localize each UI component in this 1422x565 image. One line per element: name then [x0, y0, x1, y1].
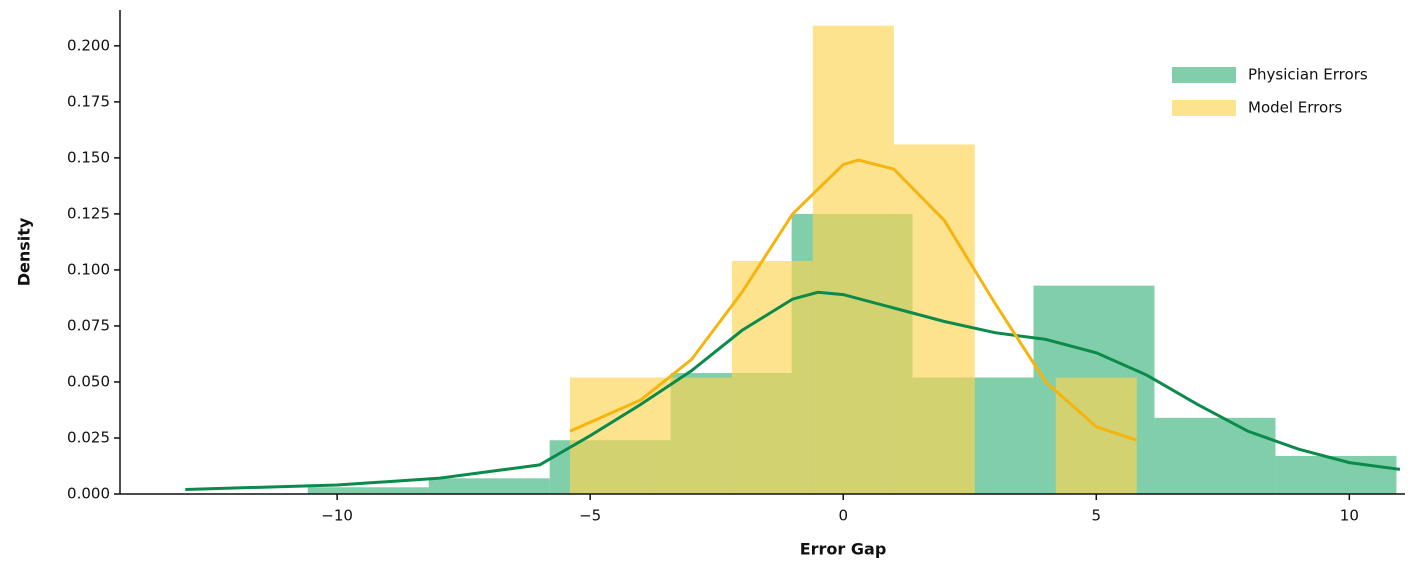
- y-tick-label: 0.075: [67, 316, 110, 334]
- y-tick-label: 0.025: [67, 428, 110, 446]
- histogram-bar: [731, 260, 813, 494]
- histogram-bar: [650, 377, 732, 494]
- y-tick-label: 0.100: [67, 260, 110, 278]
- x-tick-label: −5: [579, 507, 601, 525]
- histogram-bar: [307, 487, 429, 494]
- kde-line: [185, 290, 1401, 491]
- kde-line: [569, 158, 1138, 442]
- legend-swatch: [1172, 67, 1236, 83]
- legend-swatch: [1172, 100, 1236, 116]
- legend-label: Model Errors: [1248, 99, 1342, 117]
- histogram-bar: [569, 377, 651, 494]
- y-tick-label: 0.000: [67, 485, 110, 503]
- x-axis-label: Error Gap: [800, 540, 887, 559]
- y-tick-label: 0.150: [67, 148, 110, 166]
- histogram-bar: [1275, 455, 1397, 494]
- legend-label: Physician Errors: [1248, 66, 1368, 84]
- y-tick-label: 0.175: [67, 92, 110, 110]
- x-tick-label: 0: [838, 507, 848, 525]
- x-tick-label: 5: [1092, 507, 1102, 525]
- histogram-bar: [1154, 417, 1276, 494]
- y-axis-label: Density: [15, 217, 34, 286]
- y-tick-label: 0.050: [67, 372, 110, 390]
- y-tick-label: 0.125: [67, 204, 110, 222]
- y-tick-label: 0.200: [67, 36, 110, 54]
- histogram-bar: [812, 25, 894, 495]
- x-tick-label: 10: [1340, 507, 1359, 525]
- histogram-bar: [428, 478, 550, 494]
- x-tick-label: −10: [321, 507, 353, 525]
